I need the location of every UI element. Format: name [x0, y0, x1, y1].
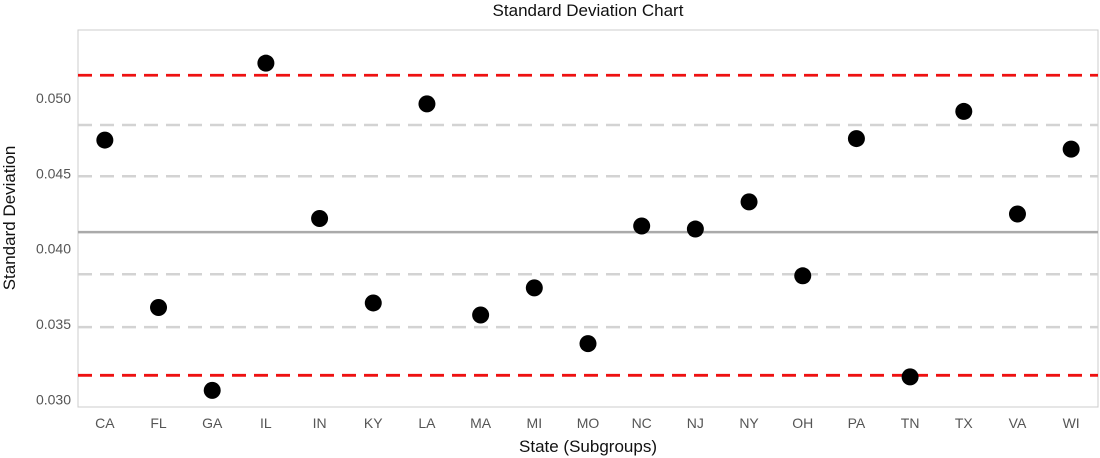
data-point-in: [311, 210, 329, 227]
x-tick-label-fl: FL: [150, 415, 167, 431]
data-point-mo: [579, 335, 597, 353]
data-point-ny: [740, 193, 758, 211]
x-tick-label-ga: GA: [202, 415, 223, 431]
x-tick-label-oh: OH: [792, 415, 813, 431]
data-point-nj: [686, 220, 704, 238]
data-point-nc: [633, 217, 651, 235]
data-point-pa: [847, 130, 865, 148]
data-point-la: [418, 95, 436, 113]
data-point-wi: [1062, 140, 1080, 158]
x-axis-ticks: CA FL GA IL IN KY LA MA MI MO NC NJ NY OH PA TN TX VA WI: [95, 415, 1080, 431]
x-tick-label-wi: WI: [1063, 415, 1080, 431]
data-point-mi: [525, 279, 543, 297]
x-tick-label-nc: NC: [632, 415, 652, 431]
x-tick-label-ca: CA: [95, 415, 115, 431]
x-tick-label-ky: KY: [364, 415, 383, 431]
y-axis-title: Standard Deviation: [0, 146, 19, 291]
x-tick-label-la: LA: [418, 415, 436, 431]
data-point-tx: [955, 102, 973, 120]
x-tick-label-tn: TN: [901, 415, 920, 431]
x-axis-title: State (Subgroups): [519, 437, 657, 456]
y-axis-ticks: 0.030 0.035 0.040 0.045 0.050: [36, 90, 71, 408]
y-tick-label: 0.035: [36, 316, 71, 332]
x-tick-label-pa: PA: [848, 415, 866, 431]
data-point-ky: [364, 294, 382, 312]
data-point-ga: [203, 381, 221, 399]
x-tick-label-in: IN: [313, 415, 327, 431]
y-tick-label: 0.040: [36, 241, 71, 257]
x-tick-label-mo: MO: [577, 415, 600, 431]
x-tick-label-va: VA: [1009, 415, 1027, 431]
x-tick-label-ny: NY: [739, 415, 759, 431]
data-point-ca: [96, 131, 114, 149]
reference-lines: [78, 73, 1098, 377]
data-point-il: [257, 54, 275, 72]
data-point-ma: [472, 306, 490, 324]
data-point-fl: [150, 298, 168, 316]
data-point-va: [1008, 205, 1026, 223]
data-point-tn: [901, 368, 919, 386]
x-tick-label-il: IL: [260, 415, 272, 431]
y-tick-label: 0.045: [36, 165, 71, 181]
y-tick-label: 0.050: [36, 90, 71, 106]
y-tick-label: 0.030: [36, 391, 71, 407]
data-points: [96, 54, 1080, 399]
x-tick-label-nj: NJ: [687, 415, 704, 431]
plot-panel: [77, 29, 1099, 408]
x-tick-label-tx: TX: [955, 415, 974, 431]
data-point-oh: [794, 267, 812, 285]
x-tick-label-ma: MA: [470, 415, 492, 431]
chart-title: Standard Deviation Chart: [493, 1, 684, 20]
x-tick-label-mi: MI: [527, 415, 543, 431]
